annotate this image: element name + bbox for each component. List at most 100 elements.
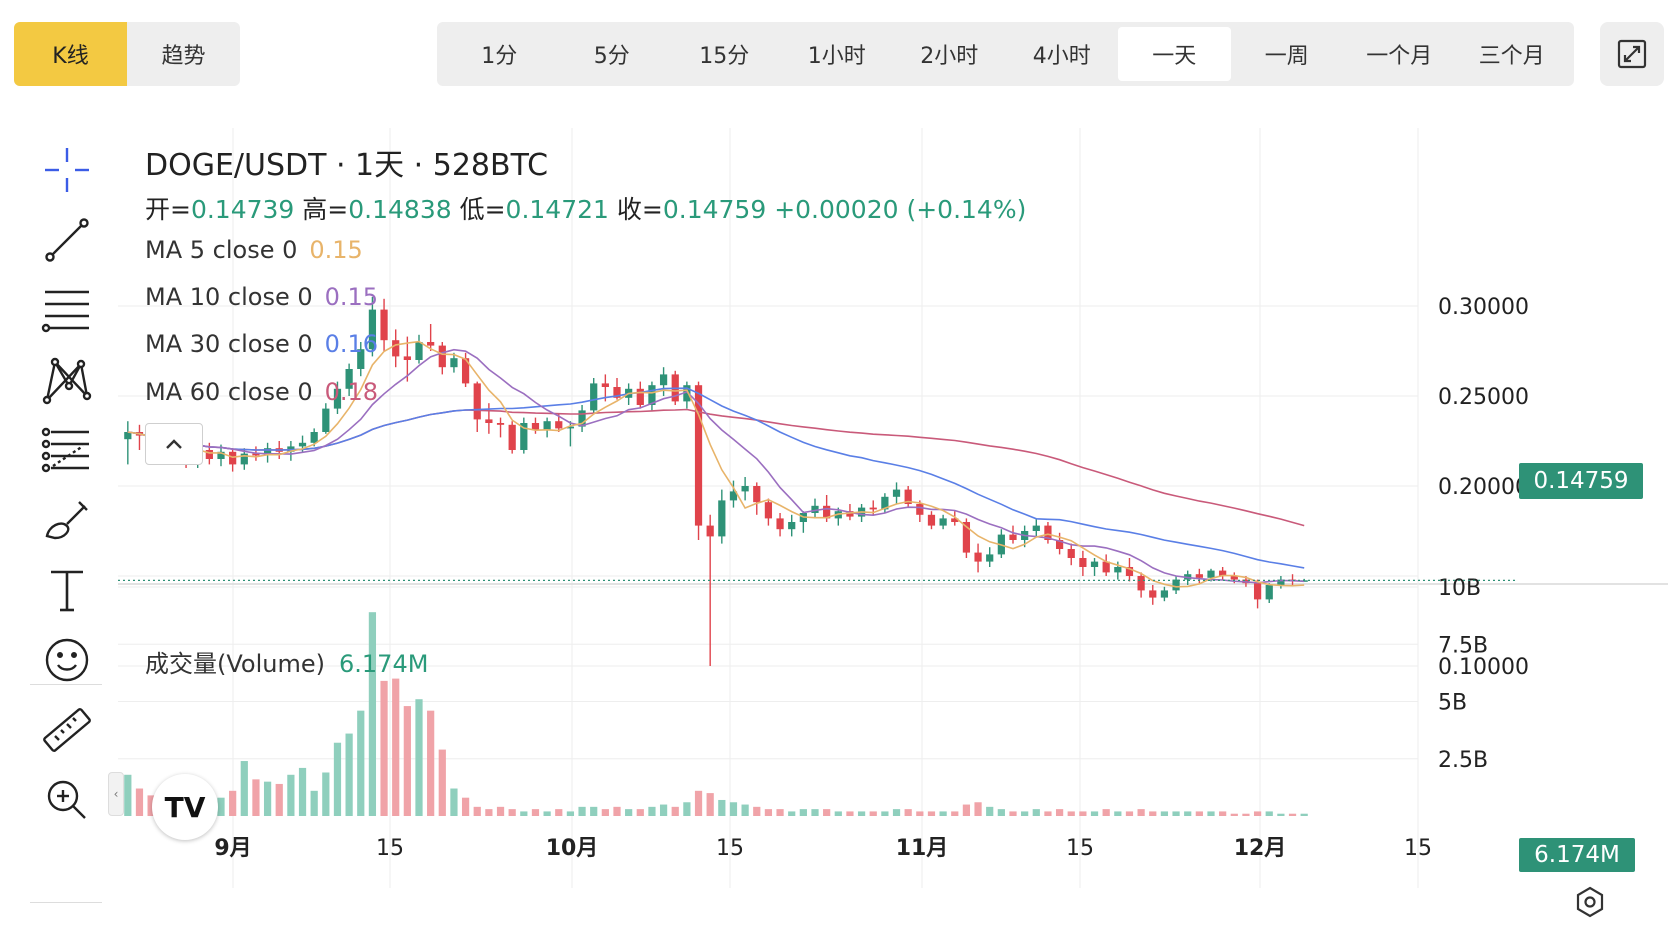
- candle-body: [333, 388, 342, 409]
- volume-bar: [217, 797, 225, 816]
- volume-bar: [427, 710, 435, 816]
- chart-settings-button[interactable]: [1570, 882, 1610, 922]
- volume-bar: [892, 809, 901, 816]
- chart-area[interactable]: 0.30000 0.25000 0.20000 0.10000 10B 7.5B 5B 2.5…: [118, 128, 1668, 936]
- volume-bar: [671, 806, 679, 816]
- brush-tool[interactable]: [30, 490, 104, 550]
- volume-bar: [229, 790, 237, 816]
- collapse-legend-button[interactable]: [145, 423, 203, 465]
- ma5-label: MA 5 close 0: [145, 236, 298, 264]
- candle-body: [706, 525, 714, 537]
- candle-body: [1055, 540, 1064, 549]
- volume-bar: [333, 742, 342, 816]
- tab-kline[interactable]: K线: [14, 22, 127, 86]
- ruler-tool[interactable]: [30, 700, 104, 760]
- view-toggle: K线 趋势: [14, 22, 240, 86]
- volume-bar: [1219, 811, 1227, 816]
- price-chart[interactable]: 0.300000.250000.200000.1000010B7.5B5B2.5…: [118, 128, 1668, 936]
- candle-body: [403, 356, 411, 360]
- chart-legend: DOGE/USDT · 1天 · 528BTC: [145, 140, 548, 184]
- candle-body: [485, 419, 493, 423]
- emoji-tool[interactable]: [30, 630, 104, 690]
- zoom-in-icon: [47, 780, 86, 819]
- volume-bar: [1184, 811, 1192, 816]
- fullscreen-button[interactable]: [1600, 22, 1664, 86]
- interval-1mo[interactable]: 一个月: [1366, 44, 1433, 69]
- candle-body: [1253, 583, 1262, 600]
- interval-5m[interactable]: 5分: [593, 44, 630, 69]
- volume-bar: [823, 809, 831, 816]
- pattern-tool[interactable]: [30, 350, 104, 410]
- volume-bar: [706, 793, 714, 816]
- volume-bar: [508, 809, 516, 816]
- trend-line-tool[interactable]: [30, 210, 104, 270]
- interval-15m[interactable]: 15分: [699, 44, 750, 69]
- volume-value: 6.174M: [339, 650, 429, 678]
- candle-body: [1160, 590, 1169, 598]
- volume-bar: [1021, 811, 1029, 816]
- volume-bar: [1242, 813, 1250, 816]
- volume-bar: [834, 811, 842, 816]
- candle-body: [729, 491, 738, 501]
- interval-1w[interactable]: 一周: [1264, 44, 1309, 69]
- ma10-legend[interactable]: MA 10 close 0 0.15: [145, 283, 378, 311]
- volume-bar: [415, 699, 423, 816]
- candle-body: [496, 423, 505, 425]
- volume-bar: [298, 767, 307, 816]
- candle-body: [683, 385, 691, 402]
- ma30-legend[interactable]: MA 30 close 0 0.16: [145, 330, 378, 358]
- ma60-legend[interactable]: MA 60 close 0 0.18: [145, 378, 378, 406]
- volume-bar: [566, 811, 575, 816]
- volume-bar: [1079, 811, 1087, 816]
- top-bar: K线 趋势 1分 5分 15分 1小时 2小时 4小时 一天 一周 一个月 三个…: [0, 0, 1668, 100]
- horizontal-lines-tool[interactable]: [30, 280, 104, 340]
- volume-bar: [252, 779, 260, 816]
- text-tool[interactable]: [30, 560, 104, 620]
- time-axis-label: 15: [1404, 836, 1432, 861]
- candle-body: [788, 522, 796, 530]
- interval-1h[interactable]: 1小时: [807, 44, 866, 69]
- interval-2h[interactable]: 2小时: [920, 44, 979, 69]
- volume-bar: [1044, 811, 1052, 816]
- fib-tool[interactable]: [30, 420, 104, 480]
- interval-4h[interactable]: 4小时: [1032, 44, 1091, 69]
- zoom-in-tool[interactable]: [30, 770, 104, 830]
- candle-body: [648, 385, 656, 405]
- volume-bar: [531, 809, 540, 816]
- interval-1m[interactable]: 1分: [481, 44, 518, 69]
- candle-body: [392, 340, 400, 357]
- volume-bar: [1160, 811, 1169, 816]
- interval-3mo[interactable]: 三个月: [1478, 44, 1545, 69]
- ma5-legend[interactable]: MA 5 close 0 0.15: [145, 236, 363, 264]
- toolbar-collapse-tab[interactable]: ‹: [108, 772, 124, 816]
- volume-axis-label: 5B: [1438, 691, 1467, 716]
- volume-bar: [694, 790, 703, 816]
- candle-body: [741, 486, 749, 492]
- candle-body: [1137, 576, 1145, 591]
- volume-bar: [636, 809, 644, 816]
- candle-body: [846, 511, 854, 517]
- volume-bar: [1102, 809, 1110, 816]
- volume-bar: [322, 772, 330, 816]
- candle-body: [322, 408, 330, 432]
- candle-body: [1009, 534, 1017, 540]
- change-value: +0.00020 (+0.14%): [774, 195, 1027, 224]
- high-label: 高=: [302, 195, 349, 224]
- candle-body: [764, 502, 773, 519]
- ma10-line: [127, 348, 1305, 584]
- time-axis-label: 15: [716, 836, 744, 861]
- volume-bar: [485, 809, 493, 816]
- candle-body: [951, 518, 959, 522]
- crosshair-tool[interactable]: [30, 140, 104, 200]
- tab-trend[interactable]: 趋势: [161, 44, 206, 69]
- volume-bar: [392, 678, 400, 816]
- brush-icon: [45, 501, 88, 540]
- volume-label: 成交量(Volume): [145, 650, 325, 678]
- tradingview-logo[interactable]: TV: [152, 774, 218, 840]
- interval-1d[interactable]: 一天: [1118, 27, 1231, 81]
- candle-body: [881, 496, 889, 510]
- volume-bar: [1137, 809, 1145, 816]
- candle-body: [1195, 574, 1203, 578]
- volume-bar: [345, 733, 353, 816]
- volume-bar: [578, 806, 586, 816]
